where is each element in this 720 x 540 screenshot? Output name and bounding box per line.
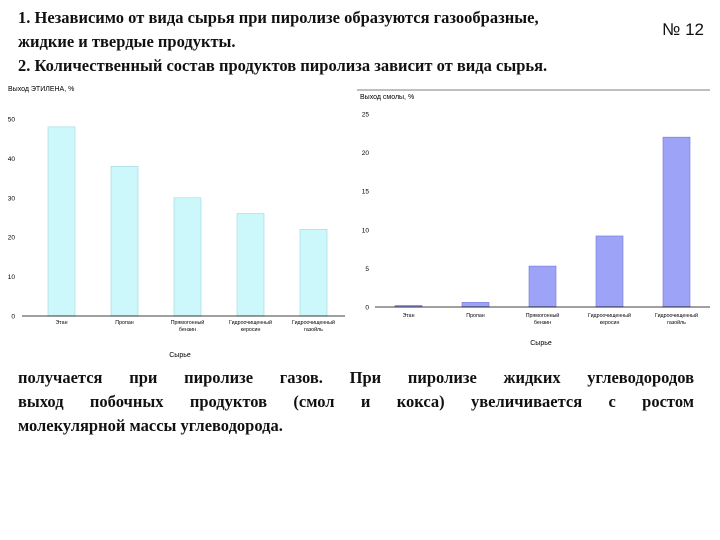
resin-ytick-2: 10 bbox=[362, 227, 370, 234]
resin-ytick-5: 25 bbox=[362, 112, 370, 119]
resin-category-4: Гидроочищенный газойль bbox=[655, 312, 698, 326]
heading-line-3: 2. Количественный состав продуктов пирол… bbox=[18, 56, 548, 75]
resin-ylabel: Выход смолы, % bbox=[360, 94, 414, 101]
heading-line-1: 1. Независимо от вида сырья при пиролизе… bbox=[18, 8, 539, 27]
ethylene-ytick-3: 30 bbox=[8, 195, 16, 202]
resin-ytick-3: 15 bbox=[362, 189, 370, 196]
resin-category-0: Этан bbox=[402, 313, 414, 319]
slide-number: № 12 bbox=[662, 20, 704, 39]
resin-ytick-0: 0 bbox=[365, 305, 369, 312]
body-line-3: молекулярной массы углеводорода. bbox=[18, 416, 283, 435]
resin-bar-4 bbox=[662, 136, 691, 308]
ethylene-ytick-0: 0 bbox=[11, 314, 15, 321]
ethylene-ylabel: Выход ЭТИЛЕНА, % bbox=[8, 86, 74, 93]
ethylene-category-2: Прямогонный бензин bbox=[171, 319, 205, 333]
resin-category-3: Гидроочищенный керосин bbox=[588, 312, 631, 326]
ethylene-category-3: Гидроочищенный керосин bbox=[229, 319, 272, 333]
resin-bar-2 bbox=[528, 265, 557, 308]
ethylene-ytick-2: 20 bbox=[8, 235, 16, 242]
ethylene-category-1: Пропан bbox=[115, 320, 134, 326]
ethylene-bar-3 bbox=[236, 213, 265, 317]
resin-yield-chart: Выход смолы, % 0 5 10 15 20 25 Этан Пропан Прямог… bbox=[357, 89, 710, 347]
ethylene-category-0: Этан bbox=[55, 320, 67, 326]
body-line-1: получается при пиролизе газов. При пирол… bbox=[18, 368, 694, 387]
resin-bar-3 bbox=[595, 235, 624, 308]
resin-ytick-4: 20 bbox=[362, 150, 370, 157]
resin-bar-1 bbox=[461, 302, 490, 308]
ethylene-bar-4 bbox=[299, 229, 328, 317]
ethylene-ytick-4: 40 bbox=[8, 156, 16, 163]
ethylene-category-4: Гидроочищенный газойль bbox=[292, 319, 335, 333]
resin-category-1: Пропан bbox=[466, 313, 485, 319]
body-line-2: выход побочных продуктов (смол и кокса) … bbox=[18, 392, 694, 411]
ethylene-ytick-1: 10 bbox=[8, 274, 16, 281]
resin-ytick-1: 5 bbox=[365, 266, 369, 273]
heading-line-2: жидкие и твердые продукты. bbox=[18, 32, 236, 51]
ethylene-xlabel: Сырье bbox=[169, 352, 191, 359]
ethylene-ytick-5: 50 bbox=[8, 117, 16, 124]
ethylene-bar-2 bbox=[173, 197, 202, 317]
ethylene-yield-chart: Выход ЭТИЛЕНА, % 0 10 20 30 40 50 Этан Пропан Пря… bbox=[8, 86, 345, 359]
ethylene-bar-0 bbox=[47, 126, 76, 317]
ethylene-bar-1 bbox=[110, 165, 139, 317]
resin-xlabel: Сырье bbox=[530, 340, 552, 347]
resin-category-2: Прямогонный бензин bbox=[526, 312, 560, 326]
